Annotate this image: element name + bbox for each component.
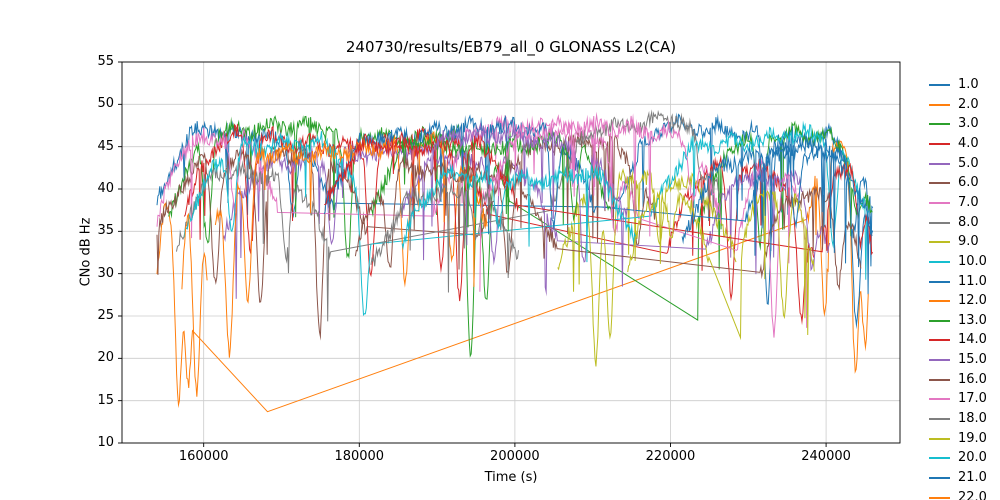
legend-line-swatch: [929, 457, 950, 460]
legend-line-swatch: [929, 437, 950, 440]
legend-line-swatch: [929, 162, 950, 165]
legend-label: 9.0: [958, 234, 979, 250]
legend-label: 17.0: [958, 391, 987, 407]
legend-label: 15.0: [958, 352, 987, 368]
x-tick-label: 160000: [178, 449, 229, 464]
legend-label: 20.0: [958, 450, 987, 466]
legend-line-swatch: [929, 280, 950, 283]
legend-label: 16.0: [958, 371, 987, 387]
y-tick-label: 25: [97, 308, 114, 323]
x-tick-label: 240000: [801, 449, 851, 464]
legend-label: 5.0: [958, 155, 979, 171]
x-axis-label: Time (s): [484, 470, 538, 485]
x-tick-label: 220000: [645, 449, 696, 464]
legend-line-swatch: [929, 418, 950, 421]
legend-line-swatch: [929, 359, 950, 362]
chart-title: 240730/results/EB79_all_0 GLONASS L2(CA): [345, 38, 677, 56]
y-tick-label: 45: [97, 138, 114, 154]
legend-label: 13.0: [958, 312, 987, 328]
legend-line-swatch: [929, 477, 950, 479]
legend-label: 14.0: [958, 332, 987, 348]
legend-line-swatch: [929, 378, 950, 381]
legend: 1.0 2.0 3.0 4.0 5.0 6.0 7.0 8.0 9.0 10.0 11.0 12.0 1…: [922, 0, 1000, 500]
legend-line-swatch: [929, 496, 950, 499]
legend-line-swatch: [929, 339, 950, 342]
y-tick-label: 35: [97, 223, 114, 239]
y-tick-label: 55: [97, 54, 114, 69]
y-tick-label: 15: [97, 392, 114, 408]
legend-line-swatch: [929, 182, 950, 185]
legend-line-swatch: [929, 398, 950, 401]
legend-label: 11.0: [958, 273, 987, 289]
legend-label: 8.0: [958, 214, 979, 230]
legend-label: 10.0: [958, 253, 987, 269]
legend-line-swatch: [929, 260, 950, 263]
legend-label: 3.0: [958, 116, 979, 132]
legend-line-swatch: [929, 103, 950, 106]
legend-label: 1.0: [958, 77, 979, 92]
y-tick-label: 40: [97, 181, 114, 196]
y-tick-label: 20: [97, 350, 114, 366]
y-tick-label: 30: [97, 265, 114, 281]
legend-line-swatch: [929, 319, 950, 322]
legend-label: 2.0: [958, 96, 979, 112]
legend-label: 7.0: [958, 194, 979, 210]
legend-label: 21.0: [958, 470, 987, 485]
y-tick-label: 50: [97, 96, 114, 112]
legend-line-swatch: [929, 123, 950, 126]
legend-line-swatch: [929, 221, 950, 224]
legend-line-swatch: [929, 201, 950, 204]
legend-line-swatch: [929, 84, 950, 86]
legend-line-swatch: [929, 300, 950, 303]
legend-label: 12.0: [958, 293, 987, 309]
legend-label: 4.0: [958, 135, 979, 151]
legend-label: 18.0: [958, 411, 987, 427]
x-tick-label: 180000: [334, 449, 385, 464]
y-tick-label: 10: [97, 435, 114, 450]
legend-line-swatch: [929, 241, 950, 244]
legend-line-swatch: [929, 142, 950, 145]
legend-label: 19.0: [958, 430, 987, 446]
legend-label: 22.0: [958, 489, 987, 500]
legend-label: 6.0: [958, 175, 979, 191]
x-tick-label: 200000: [490, 449, 540, 464]
